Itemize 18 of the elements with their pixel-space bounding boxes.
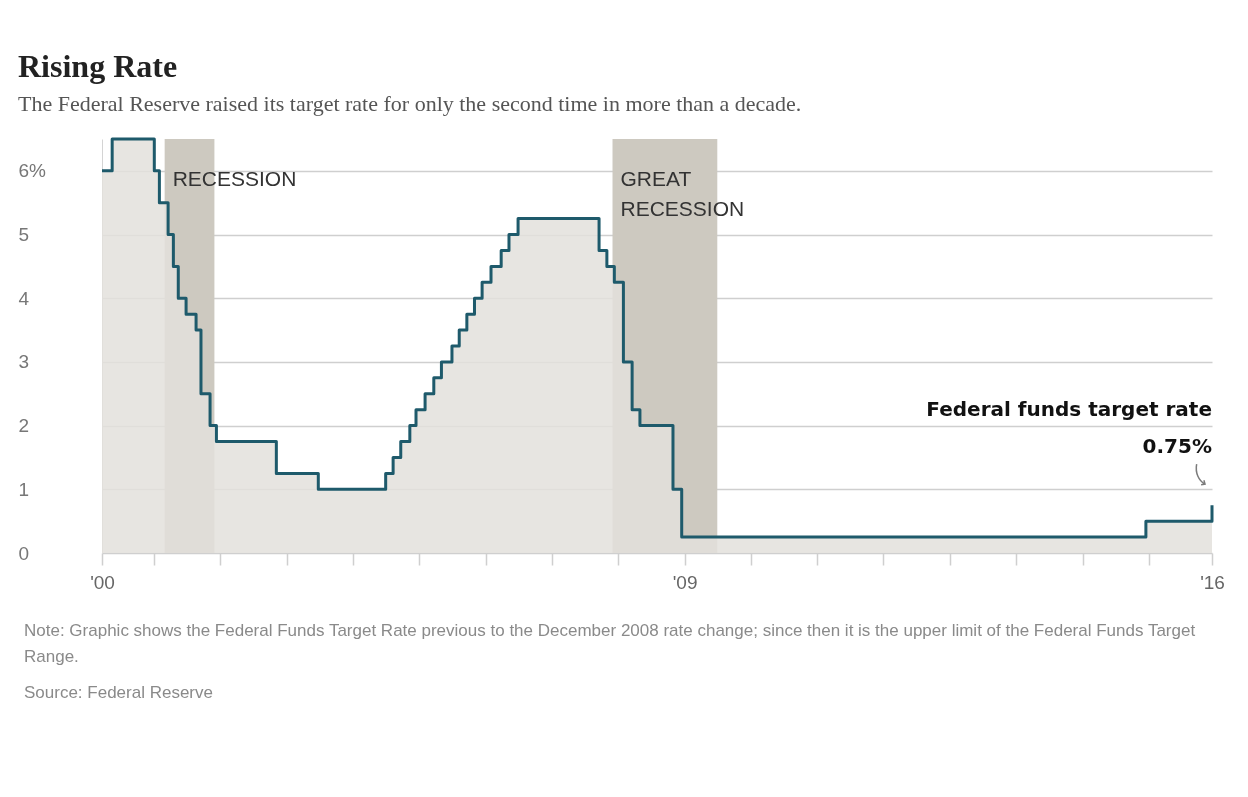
source-note: Source: Federal Reserve [24,682,214,704]
y-tick-label: 6% [18,160,47,182]
annotation: 0.75% [1142,434,1212,459]
y-tick-label: 1 [18,478,30,500]
chart-title: Rising Rate [18,47,178,84]
y-tick-label: 0 [18,542,30,564]
x-tick-label: '00 [90,571,115,593]
x-tick-label: '09 [672,571,698,593]
band-label: GREAT RECESSION [620,167,745,220]
y-tick-label: 2 [18,415,30,437]
y-tick-label: 4 [18,287,30,309]
x-tick-label: '16 [1200,571,1225,593]
annotation: Federal funds target rate [926,397,1212,422]
chart-subtitle: The Federal Reserve raised its target rate for only the second time in more than a decade. [18,90,802,116]
band-label: RECESSION [172,167,297,190]
y-tick-label: 5 [18,224,30,246]
y-tick-label: 3 [18,351,30,373]
text: Note: Graphic shows the Federal Funds Target Rate previous to the December 2008 rate change; since then it is the upper limit of the Federal Funds Target Range. [24,620,1197,668]
